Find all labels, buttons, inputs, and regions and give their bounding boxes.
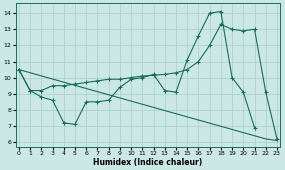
X-axis label: Humidex (Indice chaleur): Humidex (Indice chaleur)	[93, 158, 203, 167]
